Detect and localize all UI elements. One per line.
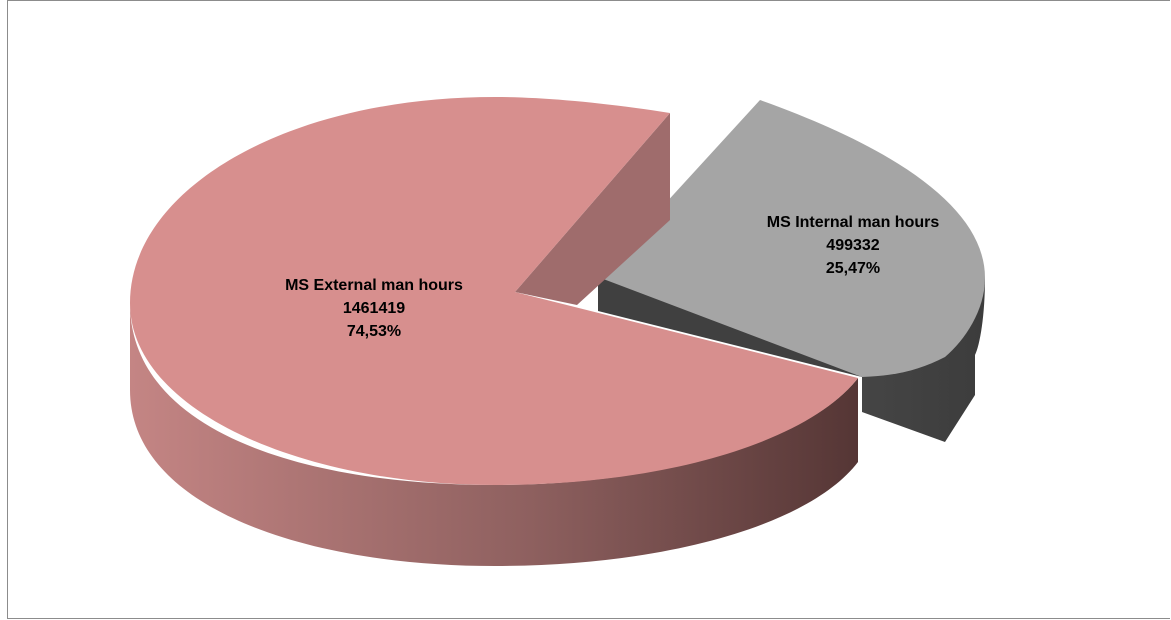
label-internal-percent: 25,47% [826,260,880,277]
data-label-external: MS External man hours 1461419 74,53% [285,277,463,340]
slice-external-inner-face [515,113,670,305]
data-label-internal: MS Internal man hours 499332 25,47% [767,214,940,277]
label-external-value: 1461419 [343,300,405,317]
slice-external-side [130,303,858,566]
slice-internal-top [598,100,985,377]
slice-external-top [130,97,858,485]
slice-group-external [130,97,858,566]
label-internal-name: MS Internal man hours [767,214,940,231]
label-external-percent: 74,53% [347,323,401,340]
label-internal-value: 499332 [826,237,879,254]
label-external-name: MS External man hours [285,277,463,294]
slice-group-internal [598,100,985,442]
